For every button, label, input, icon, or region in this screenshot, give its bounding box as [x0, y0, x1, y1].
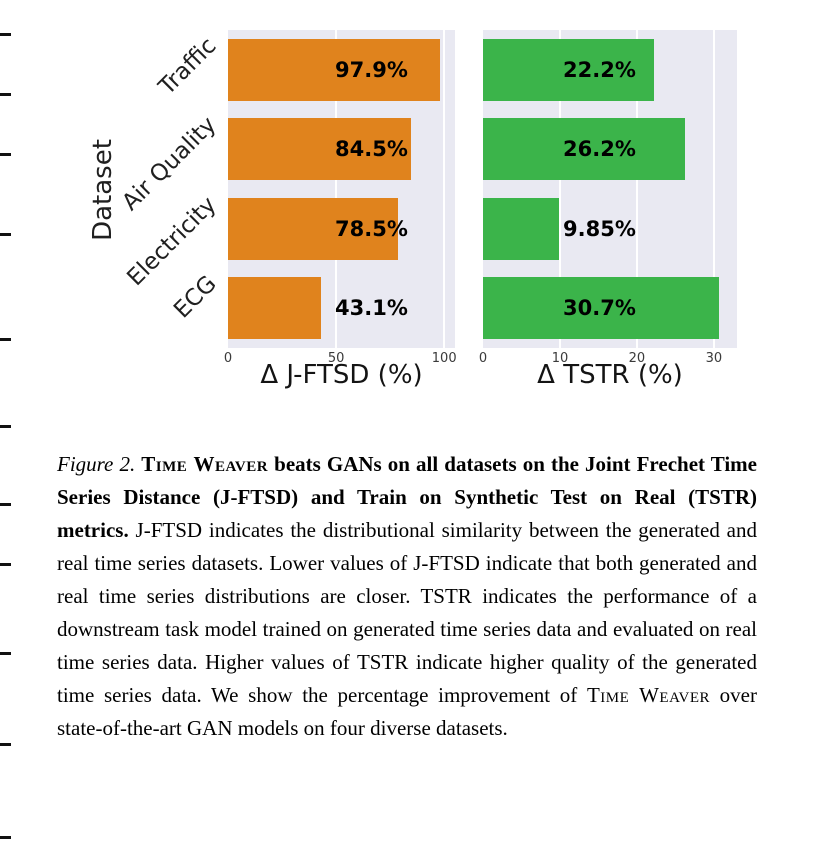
bar — [228, 118, 411, 181]
bar — [483, 118, 685, 181]
margin-dash — [0, 503, 11, 506]
margin-dash — [0, 33, 11, 36]
bar — [228, 277, 322, 340]
bar-value-label: 22.2% — [563, 57, 636, 82]
figure-caption: Figure 2. Time Weaver beats GANs on all … — [57, 448, 757, 745]
bar-value-label: 9.85% — [563, 216, 636, 241]
x-axis-title-tstr: Δ TSTR (%) — [537, 360, 683, 390]
x-tick-label: 30 — [705, 351, 723, 366]
category-label: Traffic — [154, 32, 222, 100]
bar-value-label: 84.5% — [335, 137, 408, 162]
margin-dash — [0, 836, 11, 839]
x-axis-title-jftsd: Δ J-FTSD (%) — [260, 360, 423, 390]
margin-dash — [0, 153, 11, 156]
x-tick-label: 0 — [478, 351, 488, 366]
caption-segment: over state-of-the-art GAN models on four… — [57, 683, 757, 740]
caption-segment: beats GANs on all datasets on the Joint … — [57, 452, 757, 542]
margin-dash — [0, 425, 11, 428]
bar — [483, 277, 720, 340]
x-tick-label: 0 — [223, 351, 233, 366]
caption-segment: Time Weaver — [141, 452, 269, 476]
y-axis-label: Dataset — [88, 139, 118, 241]
margin-dash — [0, 563, 11, 566]
bar-value-label: 30.7% — [563, 296, 636, 321]
bar-value-label: 43.1% — [335, 296, 408, 321]
bar — [483, 197, 559, 260]
x-tick-label: 20 — [628, 351, 646, 366]
bar — [228, 197, 398, 260]
gridline — [712, 30, 715, 348]
x-tick-label: 10 — [551, 351, 569, 366]
margin-dash — [0, 93, 11, 96]
caption-segment: Figure 2. — [57, 452, 142, 476]
x-tick-label: 50 — [327, 351, 345, 366]
margin-dash — [0, 743, 11, 746]
caption-segment: J-FTSD indicates the distributional simi… — [57, 518, 757, 707]
bar-value-label: 78.5% — [335, 216, 408, 241]
margin-dash — [0, 652, 11, 655]
category-label: ECG — [168, 271, 222, 324]
margin-dash — [0, 338, 11, 341]
bar-value-label: 26.2% — [563, 137, 636, 162]
tstr-plot: 0 10 20 30 22.2% 26.2% 9.85% 30.7% — [479, 30, 737, 366]
caption-segment: Time Weaver — [586, 683, 710, 707]
gridline — [443, 30, 446, 348]
gridline — [635, 30, 638, 348]
gridline — [558, 30, 561, 348]
x-tick-label: 100 — [431, 351, 457, 366]
bar — [483, 38, 654, 101]
bar — [228, 38, 440, 101]
bar-value-label: 97.9% — [335, 57, 408, 82]
margin-dash — [0, 233, 11, 236]
figure-2-charts: Dataset Traffic Air Quality Electricity ECG… — [0, 0, 817, 405]
gridline — [335, 30, 338, 348]
jftsd-plot: 0 50 100 97.9% 84.5% 78.5% 43.1% — [224, 30, 457, 366]
